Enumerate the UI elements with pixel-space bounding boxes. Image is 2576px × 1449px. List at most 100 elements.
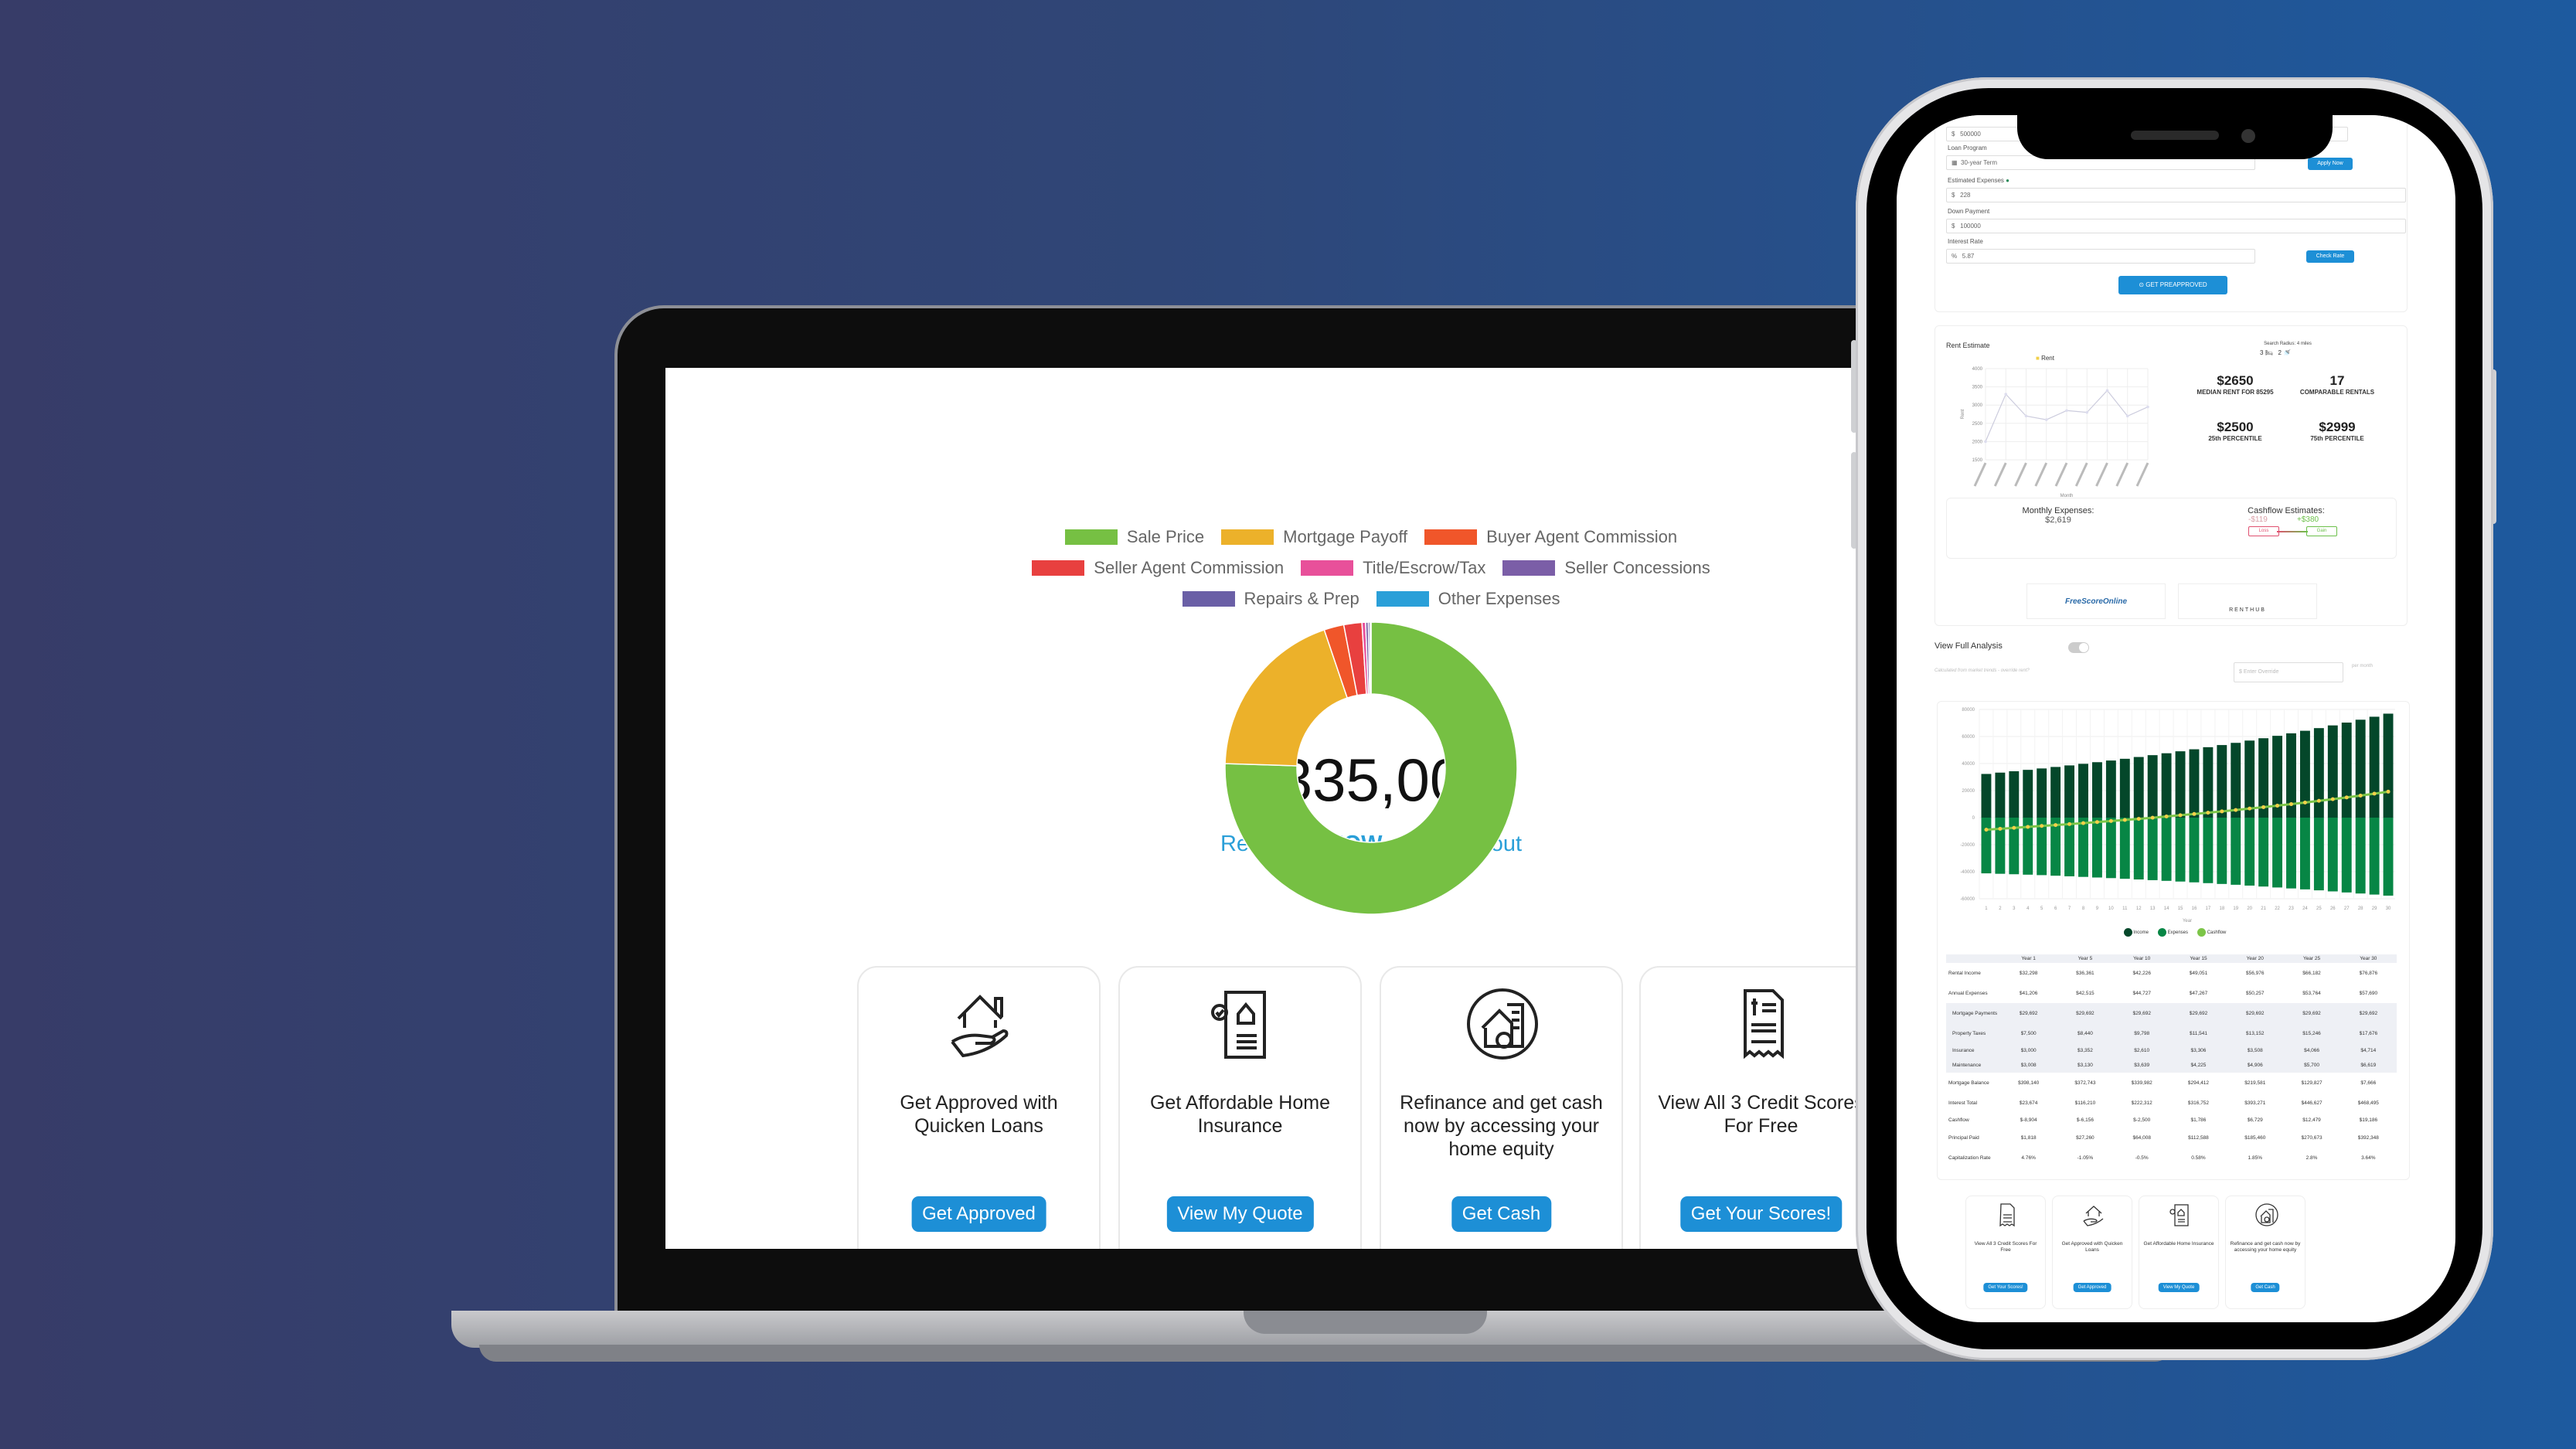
expenses-bar[interactable] (2272, 818, 2283, 888)
cashflow-point[interactable] (2012, 825, 2016, 830)
expenses-bar[interactable] (2161, 818, 2172, 881)
income-bar[interactable] (2355, 719, 2366, 818)
expenses-bar[interactable] (2105, 818, 2116, 879)
expenses-bar[interactable] (2133, 818, 2144, 880)
expenses-bar[interactable] (2189, 818, 2200, 883)
legend-item-expenses[interactable]: Expenses (2157, 928, 2188, 937)
cashflow-point[interactable] (1984, 828, 1989, 832)
expenses-bar[interactable] (2023, 818, 2033, 875)
income-bar[interactable] (2161, 753, 2172, 818)
cashflow-point[interactable] (2192, 811, 2197, 816)
expenses-bar[interactable] (2147, 818, 2158, 880)
expenses-bar[interactable] (2286, 818, 2296, 889)
expenses-bar[interactable] (2078, 818, 2088, 877)
donut-slice-other-expenses[interactable] (1370, 621, 1372, 695)
cashflow-point[interactable] (2040, 824, 2044, 828)
cashflow-point[interactable] (2372, 791, 2377, 796)
cashflow-point[interactable] (2302, 800, 2307, 804)
income-bar[interactable] (1995, 772, 2006, 818)
get-your-scores-button[interactable]: Get Your Scores! (1679, 1196, 1843, 1232)
rent-point[interactable] (2146, 405, 2149, 409)
expenses-bar[interactable] (2009, 818, 2020, 875)
freescoreonline-logo[interactable]: FreeScoreOnline (2026, 583, 2166, 619)
expenses-bar[interactable] (2175, 818, 2186, 882)
legend-item[interactable]: Mortgage Payoff (1221, 527, 1407, 547)
expenses-bar[interactable] (2203, 818, 2214, 883)
income-bar[interactable] (2078, 764, 2088, 818)
promo-card-button[interactable]: Get Cash (2251, 1283, 2280, 1292)
legend-item-cashflow[interactable]: Cashflow (2197, 928, 2226, 937)
get-preapproved-button[interactable]: ⊙ GET PREAPPROVED (2118, 276, 2227, 294)
rent-point[interactable] (2004, 393, 2008, 396)
cashflow-point[interactable] (2164, 815, 2169, 819)
income-bar[interactable] (2244, 740, 2255, 818)
cashflow-point[interactable] (2248, 806, 2252, 811)
income-bar[interactable] (2175, 751, 2186, 818)
income-bar[interactable] (2203, 747, 2214, 818)
beds-baths-selector[interactable]: 3 🛏 2 🚿 (2260, 349, 2291, 356)
cashflow-point[interactable] (2234, 808, 2238, 812)
rent-override-input[interactable]: $ Enter Override (2234, 662, 2343, 682)
cashflow-point[interactable] (2108, 818, 2113, 823)
donut-slice-sale-price[interactable] (1224, 621, 1518, 915)
income-bar[interactable] (2286, 733, 2296, 818)
income-bar[interactable] (2299, 730, 2310, 818)
legend-item[interactable]: Other Expenses (1376, 589, 1560, 609)
income-bar[interactable] (2064, 765, 2075, 818)
cashflow-point[interactable] (2275, 804, 2280, 808)
income-bar[interactable] (2009, 770, 2020, 818)
legend-item[interactable]: Sale Price (1064, 527, 1204, 547)
cashflow-point[interactable] (2067, 821, 2072, 826)
cashflow-point[interactable] (2344, 795, 2349, 800)
expenses-bar[interactable] (2119, 818, 2130, 879)
income-bar[interactable] (2147, 755, 2158, 818)
expenses-bar[interactable] (2037, 818, 2047, 876)
renthub-logo[interactable]: RENTHUB (2178, 583, 2317, 619)
legend-item[interactable]: Title/Escrow/Tax (1301, 558, 1485, 578)
cashflow-point[interactable] (2026, 825, 2030, 829)
cashflow-point[interactable] (2122, 818, 2127, 822)
cashflow-point[interactable] (2289, 802, 2293, 807)
income-bar[interactable] (2023, 770, 2033, 818)
info-icon[interactable]: ● (2006, 177, 2010, 184)
legend-item[interactable]: Seller Concessions (1502, 558, 1710, 578)
check-rate-button[interactable]: Check Rate (2306, 250, 2354, 263)
cashflow-point[interactable] (2094, 820, 2099, 825)
rent-point[interactable] (2024, 414, 2028, 418)
rent-point[interactable] (2105, 389, 2109, 393)
income-bar[interactable] (2037, 768, 2047, 818)
income-bar[interactable] (2050, 767, 2061, 818)
legend-item[interactable]: Buyer Agent Commission (1424, 527, 1677, 547)
income-bar[interactable] (2327, 725, 2338, 818)
expenses-bar[interactable] (2091, 818, 2102, 878)
down-payment-input[interactable]: $ 100000 (1946, 219, 2406, 233)
estimated-expenses-input[interactable]: $ 228 (1946, 188, 2406, 202)
income-bar[interactable] (2231, 743, 2241, 818)
cashflow-point[interactable] (2316, 798, 2321, 803)
get-cash-button[interactable]: Get Cash (1451, 1196, 1552, 1232)
income-bar[interactable] (2133, 757, 2144, 818)
expenses-bar[interactable] (2217, 818, 2227, 884)
rent-point[interactable] (2065, 409, 2068, 413)
rent-point[interactable] (2085, 410, 2089, 414)
cashflow-point[interactable] (1998, 826, 2003, 831)
income-bar[interactable] (2119, 758, 2130, 818)
expenses-bar[interactable] (2355, 818, 2366, 894)
expenses-bar[interactable] (2050, 818, 2061, 876)
cashflow-point[interactable] (2261, 804, 2266, 809)
legend-item-income[interactable]: Income (2123, 928, 2149, 937)
promo-card-button[interactable]: Get Approved (2073, 1283, 2112, 1292)
income-bar[interactable] (2383, 713, 2394, 818)
income-bar[interactable] (1981, 774, 1992, 818)
get-approved-button[interactable]: Get Approved (911, 1196, 1046, 1232)
expenses-bar[interactable] (2313, 818, 2324, 891)
income-bar[interactable] (2217, 745, 2227, 818)
expenses-bar[interactable] (2299, 818, 2310, 889)
cashflow-point[interactable] (2136, 817, 2141, 821)
expenses-bar[interactable] (2064, 818, 2075, 876)
cashflow-point[interactable] (2081, 821, 2085, 825)
cashflow-point[interactable] (2054, 823, 2058, 828)
apply-now-button[interactable]: Apply Now (2308, 158, 2353, 170)
expenses-bar[interactable] (2327, 818, 2338, 892)
legend-item[interactable]: Repairs & Prep (1182, 589, 1359, 609)
